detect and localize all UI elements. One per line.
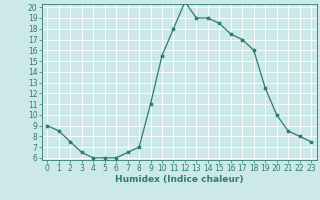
- X-axis label: Humidex (Indice chaleur): Humidex (Indice chaleur): [115, 175, 244, 184]
